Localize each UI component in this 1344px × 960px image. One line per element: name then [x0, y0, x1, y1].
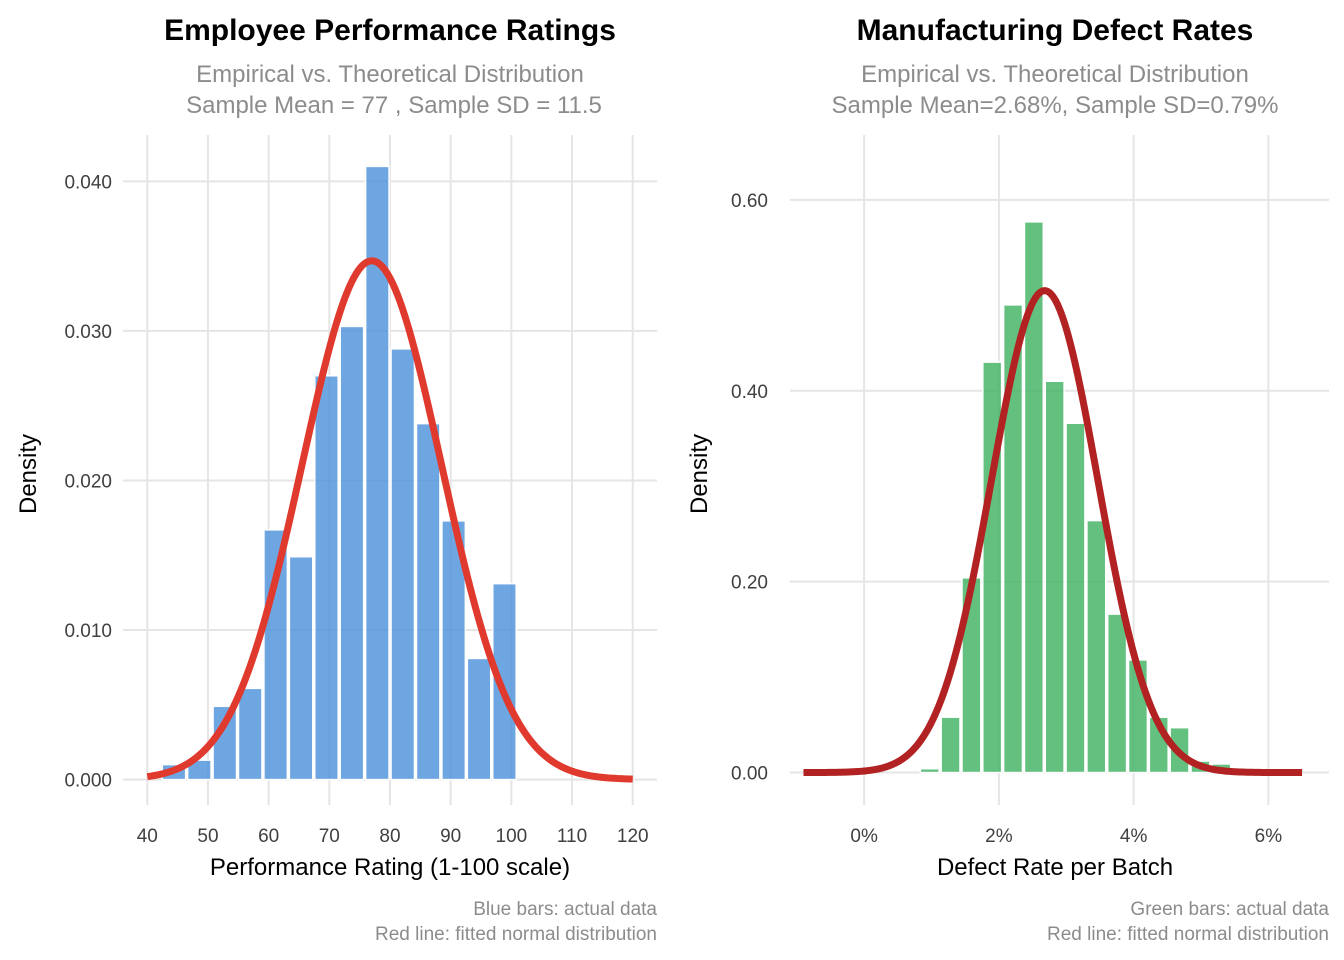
y-tick-label: 0.040 — [64, 172, 112, 193]
normal-fit-curve — [146, 257, 634, 783]
y-tick-label: 0.00 — [731, 764, 768, 785]
caption-line-2: Red line: fitted normal distribution — [375, 924, 657, 945]
chart-subtitle-line-2: Sample Mean=2.68%, Sample SD=0.79% — [832, 92, 1279, 119]
histogram-bar — [1023, 221, 1045, 774]
chart-title: Employee Performance Ratings — [164, 14, 616, 47]
histogram-bar — [364, 165, 390, 781]
x-axis-ticks: 0% 2% 4% 6% — [850, 826, 1282, 847]
histogram-bar — [940, 716, 961, 774]
x-tick-label: 70 — [319, 826, 340, 847]
x-tick-label: 40 — [137, 826, 158, 847]
normal-curve-layer — [802, 287, 1304, 777]
panel-performance-ratings: Employee Performance Ratings Empirical v… — [15, 14, 657, 945]
caption-line-1: Green bars: actual data — [1130, 899, 1329, 920]
histogram-bar — [1044, 380, 1065, 774]
histogram-bar — [339, 325, 365, 781]
x-tick-label: 4% — [1120, 826, 1148, 847]
histogram-bar — [288, 555, 314, 781]
chart-subtitle-line-1: Empirical vs. Theoretical Distribution — [196, 61, 584, 88]
y-tick-label: 0.60 — [731, 191, 768, 212]
y-axis-label: Density — [686, 434, 713, 514]
x-axis-ticks: 40 50 60 70 80 90 100 110 120 — [137, 826, 649, 847]
x-tick-label: 50 — [197, 826, 218, 847]
histogram-bar — [314, 375, 339, 781]
histogram-bars — [919, 221, 1232, 774]
normal-curve-layer — [146, 257, 634, 783]
chart-subtitle-line-1: Empirical vs. Theoretical Distribution — [861, 61, 1249, 88]
histogram-bar — [919, 767, 940, 774]
normal-fit-curve — [802, 287, 1304, 777]
histogram-bar — [1086, 519, 1107, 774]
x-tick-label: 110 — [557, 826, 587, 847]
histogram-bar — [1002, 304, 1024, 774]
y-axis-ticks: 0.00 0.20 0.40 0.60 — [731, 191, 768, 785]
x-tick-label: 80 — [379, 826, 400, 847]
x-axis-label: Defect Rate per Batch — [937, 854, 1173, 881]
histogram-bar — [1106, 613, 1128, 774]
x-tick-label: 2% — [985, 826, 1013, 847]
chart-subtitle-line-2: Sample Mean = 77 , Sample SD = 11.5 — [186, 92, 602, 119]
x-tick-label: 6% — [1255, 826, 1283, 847]
caption-line-1: Blue bars: actual data — [473, 899, 657, 920]
y-tick-label: 0.000 — [64, 771, 112, 792]
histogram-bar — [237, 687, 263, 781]
histogram-bar — [186, 759, 212, 781]
grid-lines — [123, 135, 657, 805]
histogram-bar — [466, 657, 492, 781]
x-tick-label: 0% — [850, 826, 878, 847]
x-tick-label: 120 — [617, 826, 649, 847]
histogram-bar — [415, 422, 441, 781]
caption-line-2: Red line: fitted normal distribution — [1047, 924, 1329, 945]
chart-title: Manufacturing Defect Rates — [857, 14, 1254, 47]
y-tick-label: 0.40 — [731, 382, 768, 403]
x-axis-label: Performance Rating (1-100 scale) — [210, 854, 570, 881]
y-axis-label: Density — [15, 434, 42, 514]
x-tick-label: 100 — [496, 826, 528, 847]
y-tick-label: 0.010 — [64, 621, 112, 642]
x-tick-label: 90 — [440, 826, 461, 847]
histogram-bar — [390, 348, 416, 781]
histogram-bar — [492, 582, 517, 781]
y-tick-label: 0.030 — [64, 322, 112, 343]
histogram-bar — [1065, 422, 1086, 774]
y-axis-ticks: 0.000 0.010 0.020 0.030 0.040 — [64, 172, 112, 791]
panel-defect-rates: Manufacturing Defect Rates Empirical vs.… — [686, 14, 1329, 945]
histogram-bars — [161, 165, 517, 781]
y-tick-label: 0.020 — [64, 471, 112, 492]
x-tick-label: 60 — [258, 826, 279, 847]
y-tick-label: 0.20 — [731, 573, 768, 594]
